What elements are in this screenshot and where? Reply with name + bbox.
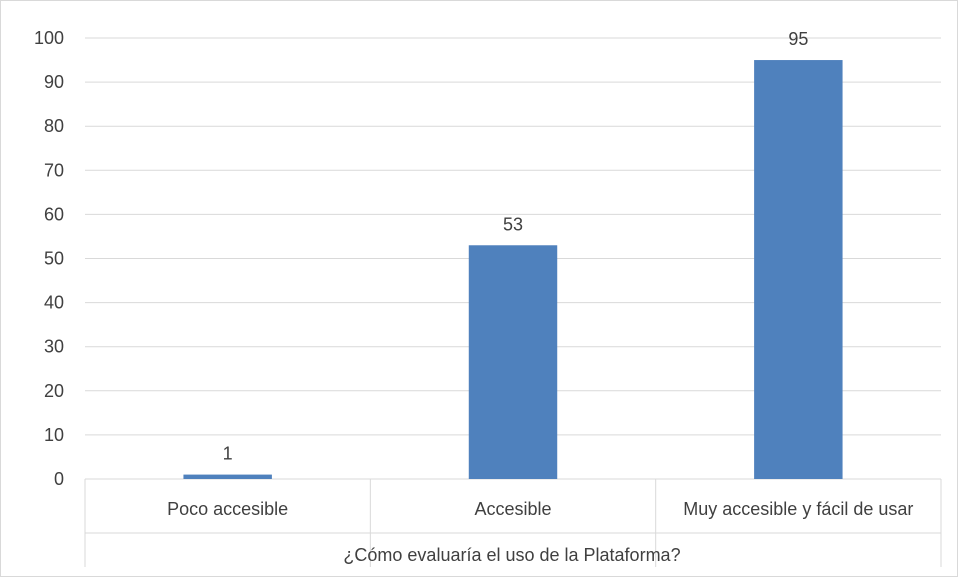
y-tick-label: 50 [44,249,64,269]
y-axis-ticks: 0 10 20 30 40 50 60 70 80 90 100 [34,28,64,489]
x-axis-title: ¿Cómo evaluaría el uso de la Plataforma? [343,545,680,565]
data-labels: 1 53 95 [223,29,809,464]
data-label: 53 [503,214,523,234]
y-tick-label: 0 [54,469,64,489]
category-label: Poco accesible [167,499,288,519]
y-tick-label: 40 [44,293,64,313]
x-axis-categories: Poco accesible Accesible Muy accesible y f… [167,499,913,519]
y-tick-label: 10 [44,425,64,445]
y-tick-label: 100 [34,28,64,48]
bar-3 [754,60,843,480]
category-label: Muy accesible y fácil de usar [683,499,913,519]
data-label: 95 [788,29,808,49]
bar-2 [468,245,558,479]
y-tick-label: 60 [44,204,64,224]
bar-1 [183,474,272,479]
category-label: Accesible [474,499,551,519]
bars [183,60,843,480]
y-tick-label: 30 [44,337,64,357]
y-tick-label: 20 [44,381,64,401]
data-label: 1 [223,444,233,464]
y-tick-label: 70 [44,160,64,180]
y-tick-label: 90 [44,72,64,92]
y-tick-label: 80 [44,116,64,136]
